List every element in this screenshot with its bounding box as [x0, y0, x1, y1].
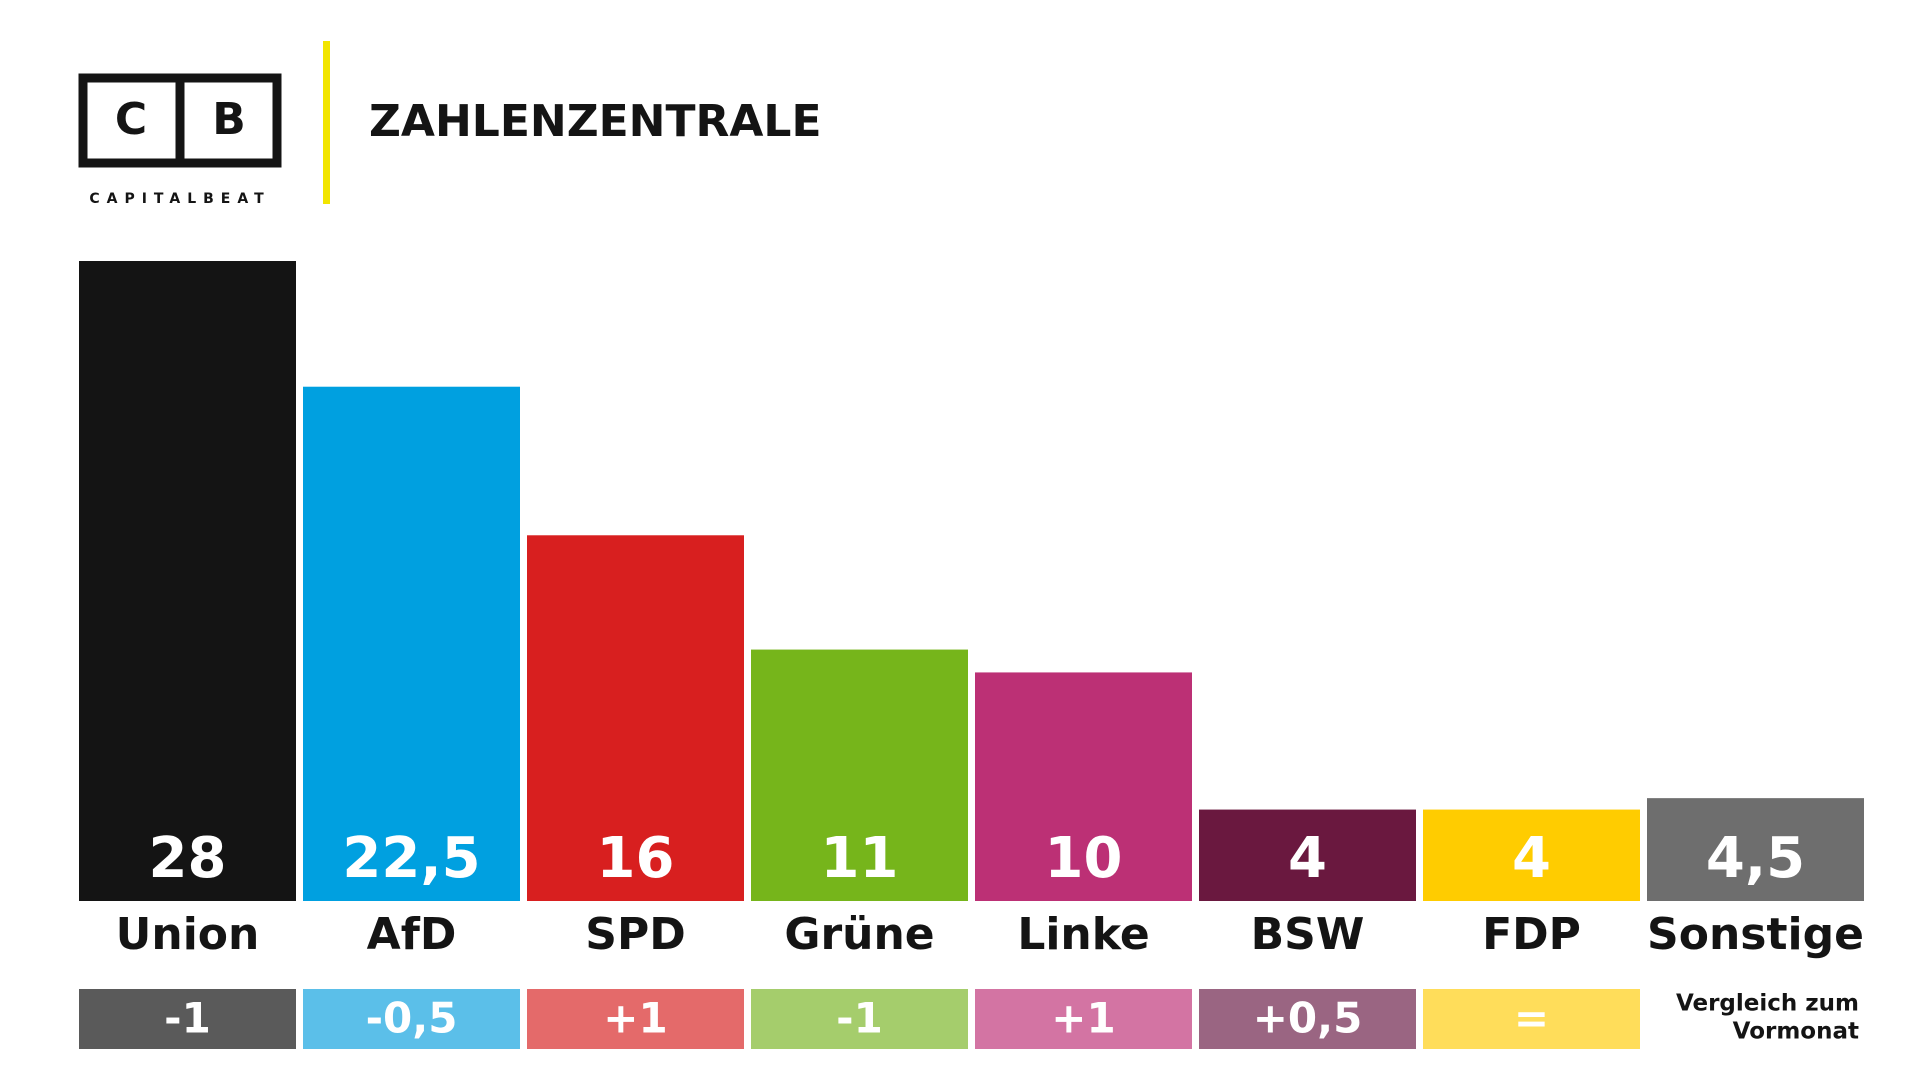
title: ZAHLENZENTRALE — [369, 96, 822, 147]
change-note: Vormonat — [1733, 1019, 1859, 1045]
category-label: Union — [116, 909, 260, 960]
change-label: +1 — [603, 994, 667, 1043]
bar — [527, 535, 744, 901]
change-label: +1 — [1051, 994, 1115, 1043]
category-label: Linke — [1017, 909, 1149, 960]
change-label: +0,5 — [1253, 994, 1363, 1043]
change-note: Vergleich zum — [1676, 991, 1859, 1017]
logo-letter: C — [115, 94, 147, 145]
change-box — [975, 989, 1192, 1049]
change-label: = — [1514, 994, 1549, 1043]
bar — [1647, 798, 1864, 901]
change-box — [527, 989, 744, 1049]
change-label: -0,5 — [366, 994, 458, 1043]
change-box — [1423, 989, 1640, 1049]
value-label: 28 — [149, 826, 227, 891]
logo-letter: B — [212, 94, 246, 145]
value-label: 4 — [1288, 826, 1327, 891]
bar — [1199, 809, 1416, 901]
change-label: -1 — [164, 994, 211, 1043]
change-label: -1 — [836, 994, 883, 1043]
category-label: Grüne — [784, 909, 934, 960]
logo-name: CAPITALBEAT — [89, 191, 270, 207]
bar — [303, 386, 520, 901]
category-label: AfD — [367, 909, 457, 960]
value-label: 11 — [821, 826, 899, 891]
change-box — [1199, 989, 1416, 1049]
category-label: BSW — [1251, 909, 1365, 960]
value-label: 4,5 — [1706, 826, 1805, 891]
bar — [79, 261, 296, 901]
category-label: SPD — [585, 909, 685, 960]
value-label: 22,5 — [342, 826, 480, 891]
value-label: 16 — [597, 826, 675, 891]
value-label: 4 — [1512, 826, 1551, 891]
bar — [975, 672, 1192, 901]
change-box — [303, 989, 520, 1049]
category-label: Sonstige — [1647, 909, 1864, 960]
bar — [1423, 809, 1640, 901]
divider — [323, 41, 330, 204]
change-box — [751, 989, 968, 1049]
value-label: 10 — [1045, 826, 1123, 891]
change-box — [79, 989, 296, 1049]
bar — [751, 649, 968, 901]
category-label: FDP — [1482, 909, 1581, 960]
